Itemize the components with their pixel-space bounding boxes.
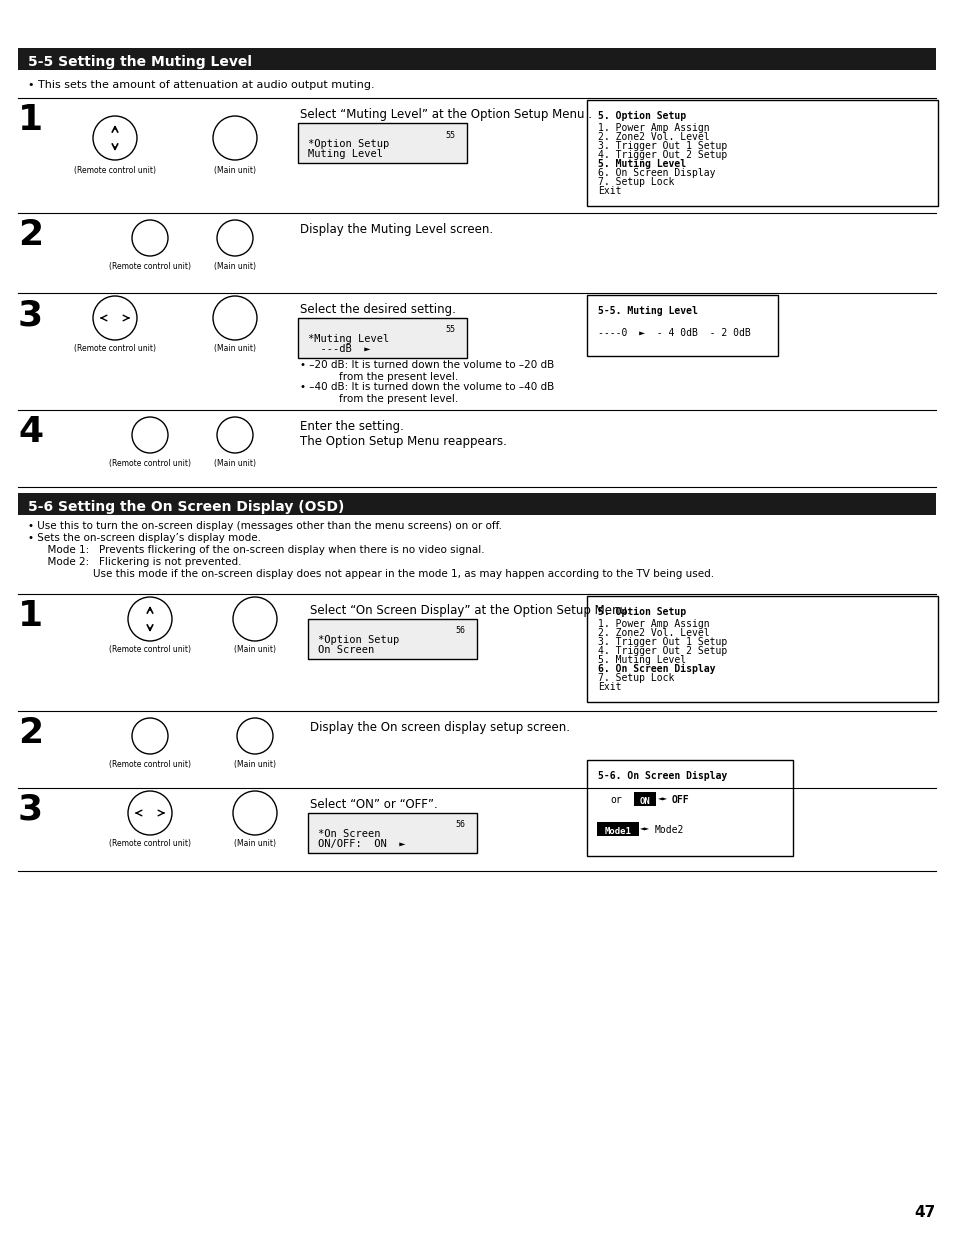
FancyBboxPatch shape	[308, 618, 476, 659]
Text: 4. Trigger Out 2 Setup: 4. Trigger Out 2 Setup	[598, 150, 726, 160]
Text: 3: 3	[18, 298, 43, 332]
Text: 5. Option Setup: 5. Option Setup	[598, 111, 685, 121]
Text: 3. Trigger Out 1 Setup: 3. Trigger Out 1 Setup	[598, 637, 726, 647]
Text: 55: 55	[444, 131, 455, 140]
Text: (Main unit): (Main unit)	[213, 262, 255, 271]
Text: 5-6. On Screen Display: 5-6. On Screen Display	[598, 771, 726, 781]
Text: 4. Trigger Out 2 Setup: 4. Trigger Out 2 Setup	[598, 646, 726, 656]
FancyBboxPatch shape	[586, 760, 792, 856]
Text: ON: ON	[639, 797, 650, 805]
Text: Mode 2:   Flickering is not prevented.: Mode 2: Flickering is not prevented.	[28, 557, 241, 567]
Text: OFF: OFF	[671, 795, 689, 805]
Text: • Use this to turn the on-screen display (messages other than the menu screens) : • Use this to turn the on-screen display…	[28, 521, 501, 531]
Text: Select “On Screen Display” at the Option Setup Menu.: Select “On Screen Display” at the Option…	[310, 604, 630, 617]
Text: *Option Setup: *Option Setup	[317, 635, 399, 644]
Text: or: or	[609, 795, 621, 805]
Text: (Main unit): (Main unit)	[213, 166, 255, 174]
Text: 5. Muting Level: 5. Muting Level	[598, 160, 685, 169]
Text: (Remote control unit): (Remote control unit)	[109, 459, 191, 468]
Text: (Remote control unit): (Remote control unit)	[74, 166, 156, 174]
Text: (Main unit): (Main unit)	[233, 760, 275, 769]
Text: 4: 4	[18, 414, 43, 449]
FancyBboxPatch shape	[634, 792, 656, 807]
Text: (Main unit): (Main unit)	[233, 644, 275, 654]
Text: ◄►: ◄►	[639, 825, 649, 834]
Text: ---dB  ►: ---dB ►	[308, 344, 370, 354]
Text: (Remote control unit): (Remote control unit)	[109, 262, 191, 271]
Text: 5-5. Muting Level: 5-5. Muting Level	[598, 306, 698, 315]
Text: Enter the setting.
The Option Setup Menu reappears.: Enter the setting. The Option Setup Menu…	[299, 421, 506, 448]
Text: *Muting Level: *Muting Level	[308, 334, 389, 344]
FancyBboxPatch shape	[18, 48, 935, 71]
FancyBboxPatch shape	[297, 318, 467, 357]
Text: (Remote control unit): (Remote control unit)	[109, 760, 191, 769]
Text: 1: 1	[18, 599, 43, 633]
Text: Exit: Exit	[598, 186, 620, 195]
Text: 2. Zone2 Vol. Level: 2. Zone2 Vol. Level	[598, 628, 709, 638]
FancyBboxPatch shape	[586, 294, 778, 356]
Text: ◄►: ◄►	[658, 795, 667, 804]
Text: Exit: Exit	[598, 682, 620, 691]
Text: 5. Option Setup: 5. Option Setup	[598, 607, 685, 617]
Text: 5. Muting Level: 5. Muting Level	[598, 656, 685, 666]
Text: (Remote control unit): (Remote control unit)	[109, 839, 191, 849]
Text: Mode 1:   Prevents flickering of the on-screen display when there is no video si: Mode 1: Prevents flickering of the on-sc…	[28, 546, 484, 555]
Text: ON/OFF:  ON  ►: ON/OFF: ON ►	[317, 839, 405, 849]
Text: Select the desired setting.: Select the desired setting.	[299, 303, 456, 315]
Text: 7. Setup Lock: 7. Setup Lock	[598, 177, 674, 187]
Text: 7. Setup Lock: 7. Setup Lock	[598, 673, 674, 683]
Text: (Main unit): (Main unit)	[213, 459, 255, 468]
Text: 2: 2	[18, 716, 43, 750]
Text: On Screen: On Screen	[317, 644, 374, 656]
FancyBboxPatch shape	[297, 122, 467, 163]
Text: 1. Power Amp Assign: 1. Power Amp Assign	[598, 122, 709, 134]
Text: Mode1: Mode1	[604, 826, 631, 835]
Text: (Main unit): (Main unit)	[233, 839, 275, 849]
Text: 5-5 Setting the Muting Level: 5-5 Setting the Muting Level	[28, 54, 252, 69]
Text: (Remote control unit): (Remote control unit)	[74, 344, 156, 353]
Text: 3: 3	[18, 793, 43, 828]
Text: *On Screen: *On Screen	[317, 829, 380, 839]
Text: 56: 56	[455, 626, 464, 635]
Text: Mode2: Mode2	[655, 825, 683, 835]
Text: Display the Muting Level screen.: Display the Muting Level screen.	[299, 223, 493, 236]
Text: 55: 55	[444, 325, 455, 334]
FancyBboxPatch shape	[308, 813, 476, 854]
Text: • –20 dB: It is turned down the volume to –20 dB
            from the present le: • –20 dB: It is turned down the volume t…	[299, 360, 554, 381]
Text: 1. Power Amp Assign: 1. Power Amp Assign	[598, 618, 709, 628]
Text: • Sets the on-screen display’s display mode.: • Sets the on-screen display’s display m…	[28, 533, 261, 543]
Text: 47: 47	[914, 1205, 935, 1220]
Text: 3. Trigger Out 1 Setup: 3. Trigger Out 1 Setup	[598, 141, 726, 151]
Text: Muting Level: Muting Level	[308, 148, 382, 160]
FancyBboxPatch shape	[18, 494, 935, 515]
Text: ----0  ►  - 4 0dB  - 2 0dB: ----0 ► - 4 0dB - 2 0dB	[598, 328, 750, 338]
Text: (Remote control unit): (Remote control unit)	[109, 644, 191, 654]
FancyBboxPatch shape	[586, 100, 937, 207]
Text: 6. On Screen Display: 6. On Screen Display	[598, 664, 715, 674]
Text: • –40 dB: It is turned down the volume to –40 dB
            from the present le: • –40 dB: It is turned down the volume t…	[299, 382, 554, 403]
FancyBboxPatch shape	[597, 823, 639, 836]
Text: 56: 56	[455, 820, 464, 829]
Text: 2: 2	[18, 218, 43, 252]
Text: Use this mode if the on-screen display does not appear in the mode 1, as may hap: Use this mode if the on-screen display d…	[28, 569, 714, 579]
Text: Select “Muting Level” at the Option Setup Menu .: Select “Muting Level” at the Option Setu…	[299, 108, 592, 121]
Text: *Option Setup: *Option Setup	[308, 139, 389, 148]
Text: Select “ON” or “OFF”.: Select “ON” or “OFF”.	[310, 798, 437, 811]
Text: • This sets the amount of attenuation at audio output muting.: • This sets the amount of attenuation at…	[28, 80, 375, 90]
Text: 6. On Screen Display: 6. On Screen Display	[598, 168, 715, 178]
Text: Display the On screen display setup screen.: Display the On screen display setup scre…	[310, 721, 569, 734]
Text: 1: 1	[18, 103, 43, 137]
Text: (Main unit): (Main unit)	[213, 344, 255, 353]
Text: 2. Zone2 Vol. Level: 2. Zone2 Vol. Level	[598, 132, 709, 142]
Text: 5-6 Setting the On Screen Display (OSD): 5-6 Setting the On Screen Display (OSD)	[28, 500, 344, 515]
FancyBboxPatch shape	[586, 596, 937, 703]
